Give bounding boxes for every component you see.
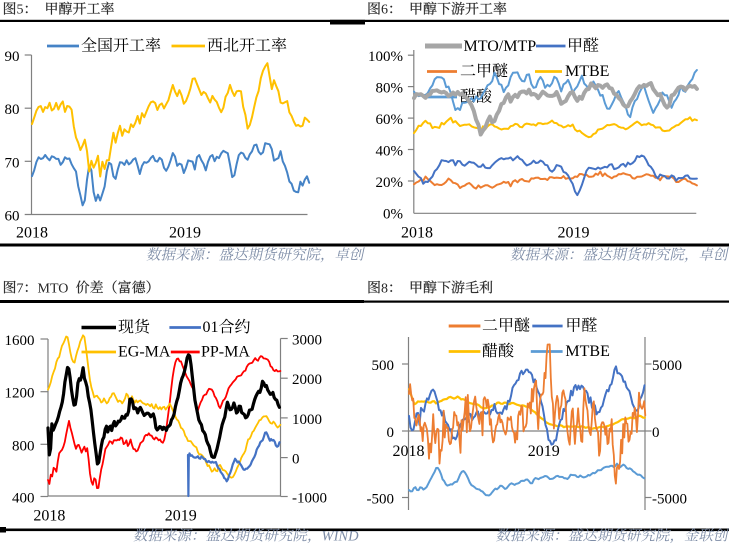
svg-text:40%: 40%: [376, 144, 404, 160]
svg-text:WIND: WIND: [322, 528, 360, 544]
svg-text:70: 70: [5, 155, 20, 171]
svg-text:-500: -500: [367, 492, 395, 508]
svg-text:PP-MA: PP-MA: [201, 344, 250, 361]
svg-text:60: 60: [5, 209, 20, 225]
svg-text:1600: 1600: [5, 333, 35, 349]
svg-text:20%: 20%: [376, 175, 404, 191]
svg-text:2018: 2018: [393, 443, 425, 460]
svg-text:80: 80: [5, 102, 20, 118]
svg-text:5000: 5000: [652, 358, 682, 374]
svg-text:100%: 100%: [368, 49, 403, 65]
svg-text:-1000: -1000: [292, 491, 327, 507]
svg-text:0: 0: [387, 425, 395, 441]
svg-text:2019: 2019: [528, 443, 560, 460]
svg-text:500: 500: [372, 358, 395, 374]
svg-text:MTBE: MTBE: [565, 63, 609, 80]
svg-text:0%: 0%: [383, 206, 403, 222]
svg-text:80%: 80%: [376, 81, 404, 97]
svg-text:800: 800: [12, 438, 35, 454]
svg-text:0: 0: [292, 452, 300, 468]
svg-text:2000: 2000: [292, 372, 322, 388]
svg-text:MTO/MTP: MTO/MTP: [464, 38, 537, 55]
svg-text:400: 400: [12, 491, 35, 507]
svg-text:2018: 2018: [33, 508, 65, 525]
svg-text:8: 8: [381, 281, 388, 296]
svg-text:6: 6: [381, 3, 388, 18]
svg-text:MTBE: MTBE: [565, 343, 609, 360]
svg-text:5: 5: [17, 3, 24, 18]
svg-text:1200: 1200: [5, 386, 35, 402]
svg-text:1000: 1000: [292, 412, 322, 428]
svg-text:2019: 2019: [165, 508, 197, 525]
svg-text:2019: 2019: [169, 224, 201, 241]
svg-text:2018: 2018: [401, 224, 433, 241]
svg-text:90: 90: [5, 49, 20, 65]
svg-text:60%: 60%: [376, 112, 404, 128]
svg-text:2019: 2019: [558, 224, 590, 241]
svg-text:EG-MA: EG-MA: [118, 344, 171, 361]
svg-text:2018: 2018: [16, 224, 48, 241]
svg-text:MTO: MTO: [38, 281, 69, 296]
svg-text:0: 0: [652, 425, 660, 441]
svg-text:01: 01: [203, 319, 219, 336]
svg-text:3000: 3000: [292, 333, 322, 349]
svg-text:7: 7: [17, 281, 24, 296]
svg-text:-5000: -5000: [652, 492, 687, 508]
